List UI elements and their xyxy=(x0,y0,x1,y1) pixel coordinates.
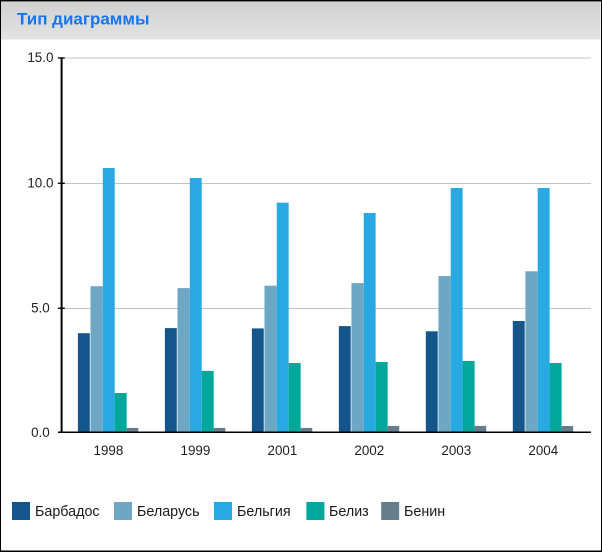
svg-text:Барбадос: Барбадос xyxy=(35,504,100,520)
svg-text:Белиз: Белиз xyxy=(329,504,369,520)
svg-text:Беларусь: Беларусь xyxy=(137,504,200,520)
svg-text:0.0: 0.0 xyxy=(31,425,50,440)
svg-text:2002: 2002 xyxy=(354,443,384,458)
svg-text:10.0: 10.0 xyxy=(27,176,53,191)
svg-text:Бельгия: Бельгия xyxy=(237,504,291,520)
svg-text:1999: 1999 xyxy=(181,443,211,458)
svg-text:2003: 2003 xyxy=(441,443,471,458)
svg-text:Тип диаграммы: Тип диаграммы xyxy=(17,10,149,29)
svg-text:2001: 2001 xyxy=(268,443,298,458)
svg-text:15.0: 15.0 xyxy=(27,50,53,65)
svg-text:2004: 2004 xyxy=(528,443,558,458)
svg-text:Бенин: Бенин xyxy=(404,504,445,520)
svg-text:1998: 1998 xyxy=(94,443,124,458)
svg-text:5.0: 5.0 xyxy=(31,301,50,316)
